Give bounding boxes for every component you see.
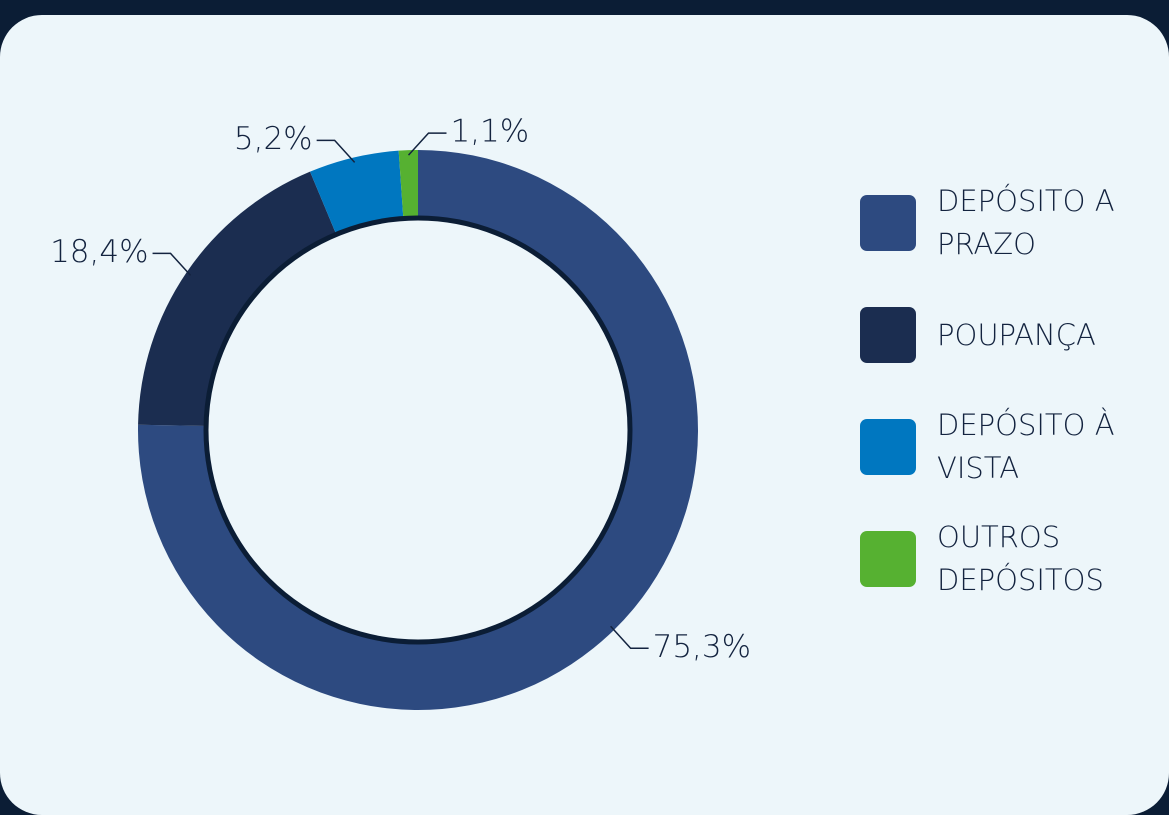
donut-slice <box>310 150 404 237</box>
legend-label: OUTROS DEPÓSITOS <box>937 520 1104 597</box>
legend-label: DEPÓSITO A PRAZO <box>937 184 1115 261</box>
legend-item: DEPÓSITO À VISTA <box>860 408 1160 485</box>
data-label: 5,2% <box>234 121 313 157</box>
legend-label: DEPÓSITO À VISTA <box>937 408 1115 485</box>
legend-swatch <box>860 195 916 251</box>
legend-label: POUPANÇA <box>937 317 1096 352</box>
legend-item: OUTROS DEPÓSITOS <box>860 520 1160 597</box>
legend-item: POUPANÇA <box>860 307 1160 363</box>
leader-line <box>610 625 649 650</box>
data-label: 75,3% <box>653 629 751 665</box>
legend-swatch <box>860 419 916 475</box>
donut-slice <box>138 171 338 427</box>
leader-line <box>316 139 356 163</box>
legend-item: DEPÓSITO A PRAZO <box>860 184 1160 261</box>
page: 75,3% 18,4% 5,2% 1,1% DEPÓSITO A PRAZO POUPA… <box>0 15 1169 815</box>
data-label: 18,4% <box>50 234 148 270</box>
legend-swatch <box>860 531 916 587</box>
legend: DEPÓSITO A PRAZO POUPANÇA DEPÓSITO À VISTA… <box>860 184 1160 643</box>
leader-line <box>407 132 447 156</box>
donut-slice <box>398 150 418 221</box>
inner-ring <box>203 215 633 645</box>
leader-line <box>152 252 192 276</box>
data-label: 1,1% <box>450 114 529 150</box>
legend-swatch <box>860 307 916 363</box>
chart: 75,3% 18,4% 5,2% 1,1% <box>50 114 751 710</box>
